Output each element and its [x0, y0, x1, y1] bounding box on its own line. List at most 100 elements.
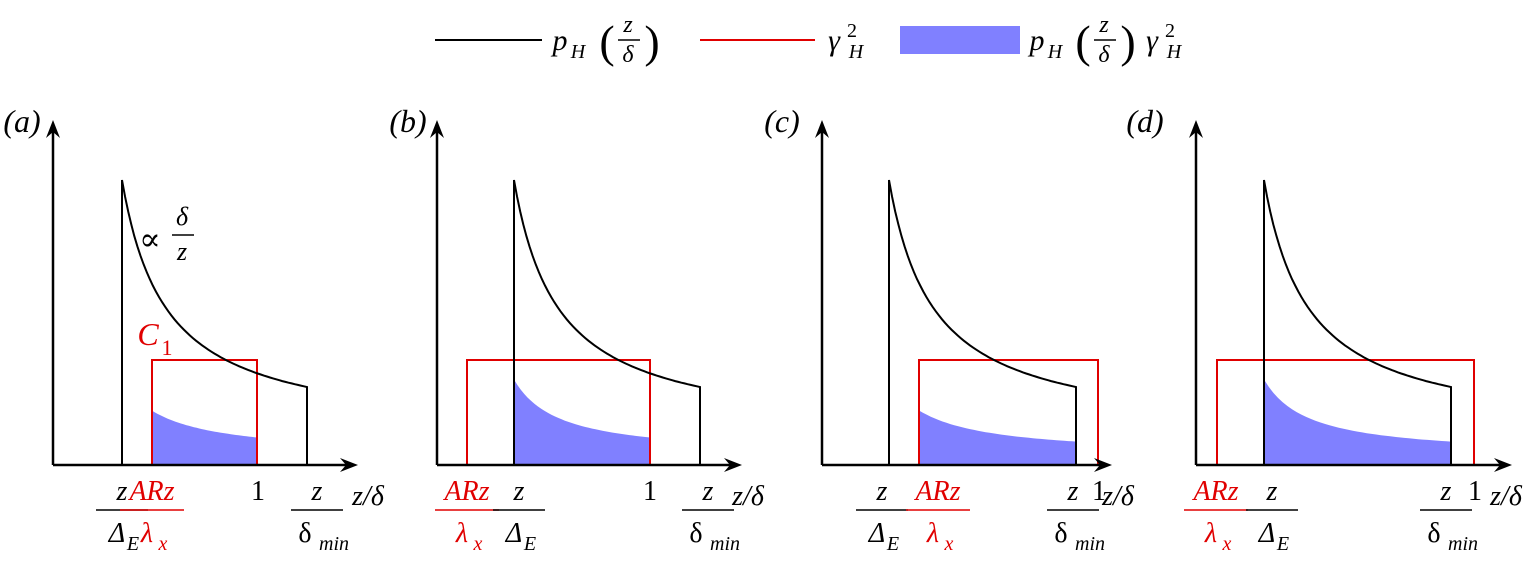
tick-den-sub: E [523, 533, 536, 555]
y-axis-arrow-a [46, 120, 60, 138]
ph-curve-d [1263, 179, 1452, 465]
legend-prod-gamma: γ [1146, 24, 1159, 57]
product-fill-c [919, 410, 1076, 465]
tick-c-0: zΔ E [856, 476, 908, 555]
tick-den-sub: min [319, 533, 349, 555]
legend-ph-sub: H [570, 41, 587, 63]
legend-gamma-sub: H [848, 41, 865, 63]
gamma-rect-a [151, 359, 258, 465]
product-fill-b [514, 379, 650, 465]
curve-label-num: δ [176, 202, 189, 231]
legend-prod-gamma-sub: H [1166, 41, 1183, 63]
tick-den-main: Δ [868, 518, 885, 549]
legend: p H(zδ) γ 2H p H(zδ) γ 2H [435, 12, 1183, 68]
tick-num: z [311, 476, 323, 507]
y-axis-arrow-c [815, 120, 829, 138]
tick-b-2: 1 [643, 476, 657, 507]
ph-curve-a [121, 179, 308, 465]
curve-label-prop: ∝ [139, 221, 161, 257]
tick-a-2: 1 [251, 476, 265, 507]
tick-den-sub: min [710, 533, 740, 555]
tick-den-sub: x [944, 533, 954, 555]
legend-fill-blue [900, 26, 1020, 54]
ph-curve-c [888, 179, 1077, 465]
legend-ph-main: p [551, 24, 568, 57]
panel-label-a: (a) [3, 103, 40, 139]
tick-num: z [876, 476, 888, 507]
tick-den-main: δ [1427, 518, 1440, 549]
tick-c-3: 1 [1092, 476, 1106, 507]
tick-den-main: δ [689, 518, 702, 549]
red-label-main: C [137, 316, 159, 352]
tick-num: ARz [1191, 476, 1238, 507]
legend-prod-paren-open: ( [1075, 16, 1090, 67]
tick-den-main: λ [140, 518, 153, 549]
tick-den-sub: x [473, 533, 483, 555]
tick-den-sub: E [1276, 533, 1289, 555]
tick-den-main: Δ [108, 518, 125, 549]
tick-den-main: δ [298, 518, 311, 549]
panel-label-b: (b) [389, 103, 426, 139]
tick-den-main: Δ [1258, 518, 1275, 549]
x-axis-label-b: z/δ [731, 481, 765, 512]
x-axis-arrow-c [1094, 458, 1112, 472]
panel-label-d: (d) [1126, 103, 1163, 139]
legend-gamma-sup: 2 [847, 20, 857, 42]
tick-num: z [513, 476, 525, 507]
gamma-rect-d [1216, 359, 1475, 465]
tick-den-sub: x [158, 533, 168, 555]
legend-prod-frac-den: δ [1098, 42, 1110, 68]
tick-den-sub: E [886, 533, 899, 555]
legend-prod-main: p [1028, 24, 1045, 57]
tick-one: 1 [1092, 476, 1106, 507]
tick-den-main: Δ [505, 518, 522, 549]
x-axis-label-c: z/δ [1101, 481, 1135, 512]
tick-num: ARz [913, 476, 960, 507]
tick-num: z [1440, 476, 1452, 507]
tick-one: 1 [251, 476, 265, 507]
tick-den-sub: min [1448, 533, 1478, 555]
ph-curve-b [513, 179, 701, 465]
legend-gamma-main: γ [828, 24, 841, 57]
tick-num: z [1266, 476, 1278, 507]
curve-label-den: z [176, 237, 187, 266]
product-fill-a [152, 410, 257, 465]
tick-den-main: λ [1204, 518, 1217, 549]
tick-one: 1 [643, 476, 657, 507]
tick-den-main: δ [1054, 518, 1067, 549]
x-axis-arrow-d [1494, 458, 1512, 472]
legend-prod-sub: H [1047, 41, 1064, 63]
tick-b-0: ARz λ x [435, 476, 499, 555]
legend-prod-frac-num: z [1098, 12, 1109, 38]
tick-num: ARz [442, 476, 489, 507]
tick-d-0: ARz λ x [1184, 476, 1248, 555]
y-axis-arrow-d [1189, 120, 1203, 138]
legend-paren-open: ( [599, 16, 614, 67]
tick-den-sub: E [126, 533, 139, 555]
x-axis-label-a: z/δ [351, 481, 385, 512]
gamma-rect-c [918, 359, 1099, 465]
panel-label-c: (c) [764, 103, 800, 139]
red-label-sub: 1 [162, 335, 173, 360]
tick-num: z [1067, 476, 1079, 507]
tick-d-3: 1 [1468, 476, 1482, 507]
legend-prod-paren-close: ) [1120, 16, 1135, 67]
tick-b-3: zδ min [682, 476, 740, 555]
tick-a-1: ARz λ x [120, 476, 184, 555]
legend-paren-close: ) [644, 16, 659, 67]
tick-num: z [702, 476, 714, 507]
tick-den-sub: x [1222, 533, 1232, 555]
tick-c-1: ARz λ x [906, 476, 970, 555]
tick-b-1: zΔ E [493, 476, 545, 555]
x-axis-label-d: z/δ [1489, 481, 1523, 512]
tick-den-main: λ [455, 518, 468, 549]
tick-d-1: zΔ E [1246, 476, 1298, 555]
legend-frac-den: δ [622, 42, 634, 68]
legend-frac-num: z [622, 12, 633, 38]
x-axis-arrow-a [340, 458, 358, 472]
